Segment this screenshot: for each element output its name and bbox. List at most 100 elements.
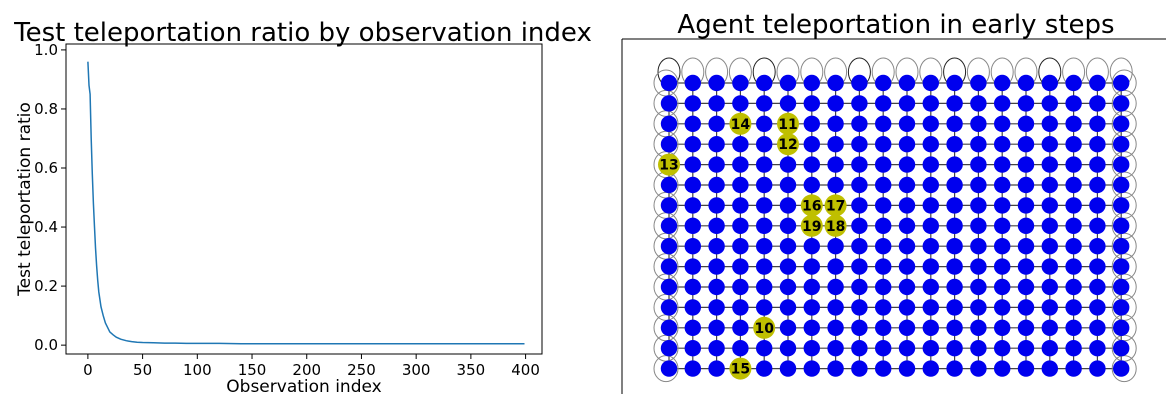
- graph-node: [1041, 217, 1059, 234]
- graph-node: [1113, 238, 1130, 255]
- graph-node: [660, 115, 678, 132]
- graph-node: [922, 278, 939, 296]
- graph-node: [708, 176, 725, 194]
- graph-node: [875, 176, 892, 194]
- graph-node-label: 10: [754, 321, 774, 337]
- graph-node: [1089, 299, 1106, 316]
- graph-node: [851, 176, 868, 194]
- graph-node: [898, 95, 916, 112]
- graph-node: [851, 156, 868, 173]
- graph-node: [1065, 136, 1082, 153]
- graph-node: [779, 299, 797, 316]
- graph-node: [732, 319, 749, 336]
- graph-node: [994, 258, 1011, 275]
- graph-node: [946, 238, 963, 255]
- graph-node: [994, 319, 1011, 336]
- graph-node: [851, 217, 868, 234]
- graph-node: [1017, 197, 1035, 214]
- y-tick-label: 0.2: [34, 277, 58, 295]
- graph-node: [922, 360, 939, 377]
- graph-node: [898, 217, 916, 234]
- graph-node: [660, 340, 678, 357]
- graph-node: [1065, 360, 1082, 377]
- graph-node: [1041, 238, 1059, 255]
- graph-node: [994, 197, 1011, 214]
- graph-node: [756, 278, 773, 296]
- graph-node-label: 11: [778, 117, 797, 133]
- graph-node: [756, 115, 773, 132]
- graph-node: [1065, 299, 1082, 316]
- graph-node: [1089, 115, 1106, 132]
- graph-node: [946, 360, 963, 377]
- graph-node: [1065, 217, 1082, 234]
- graph-node: [827, 115, 844, 132]
- graph-node: [922, 319, 939, 336]
- graph-node: [827, 299, 844, 316]
- graph-node: [922, 197, 939, 214]
- graph-node: [1089, 74, 1106, 92]
- graph-node: [660, 136, 678, 153]
- graph-node: [684, 299, 701, 316]
- graph-node: [851, 197, 868, 214]
- graph-node: [684, 115, 701, 132]
- graph-node: [684, 74, 701, 92]
- graph-node: [922, 340, 939, 357]
- graph-node-highlighted: [729, 112, 752, 135]
- graph-node: [1089, 238, 1106, 255]
- graph-node: [1089, 176, 1106, 194]
- graph-node: [1113, 115, 1130, 132]
- graph-node: [898, 299, 916, 316]
- graph-node: [1065, 197, 1082, 214]
- graph-node: [1041, 95, 1059, 112]
- graph-node: [756, 340, 773, 357]
- graph-node: [946, 319, 963, 336]
- graph-node-label: 13: [659, 158, 678, 174]
- graph-node: [946, 74, 963, 92]
- graph-node: [756, 197, 773, 214]
- graph-node: [1065, 278, 1082, 296]
- graph-node-label: 12: [778, 137, 797, 153]
- graph-node: [922, 115, 939, 132]
- y-tick-label: 0.4: [34, 218, 58, 236]
- graph-node: [803, 176, 820, 194]
- graph-node: [970, 95, 987, 112]
- graph-node-highlighted: [777, 133, 799, 156]
- graph-node: [851, 278, 868, 296]
- graph-node: [898, 74, 916, 92]
- graph-node: [1113, 278, 1130, 296]
- graph-node: [946, 197, 963, 214]
- graph-node-highlighted: [658, 153, 680, 176]
- graph-node: [756, 258, 773, 275]
- graph-node: [684, 340, 701, 357]
- graph-node: [827, 74, 844, 92]
- graph-node: [922, 176, 939, 194]
- graph-node: [732, 136, 749, 153]
- graph-node: [684, 258, 701, 275]
- graph-node: [732, 156, 749, 173]
- graph-node: [970, 197, 987, 214]
- graph-node: [684, 197, 701, 214]
- graph-node: [827, 156, 844, 173]
- graph-node: [779, 238, 797, 255]
- graph-node: [851, 238, 868, 255]
- graph-node: [756, 136, 773, 153]
- graph-node: [922, 299, 939, 316]
- graph-node: [994, 115, 1011, 132]
- graph-node: [708, 136, 725, 153]
- graph-node: [1113, 74, 1130, 92]
- graph-node: [660, 74, 678, 92]
- graph-node: [1065, 176, 1082, 194]
- graph-node: [851, 136, 868, 153]
- graph-node: [1113, 319, 1130, 336]
- graph-node: [946, 156, 963, 173]
- graph-node: [970, 176, 987, 194]
- graph-node: [1089, 360, 1106, 377]
- y-tick-label: 0.0: [34, 336, 58, 354]
- graph-node: [660, 360, 678, 377]
- graph-node: [1065, 340, 1082, 357]
- x-axis-label: Observation index: [226, 377, 381, 394]
- graph-node: [732, 299, 749, 316]
- graph-node: [803, 238, 820, 255]
- graph-node: [660, 95, 678, 112]
- graph-node: [1065, 156, 1082, 173]
